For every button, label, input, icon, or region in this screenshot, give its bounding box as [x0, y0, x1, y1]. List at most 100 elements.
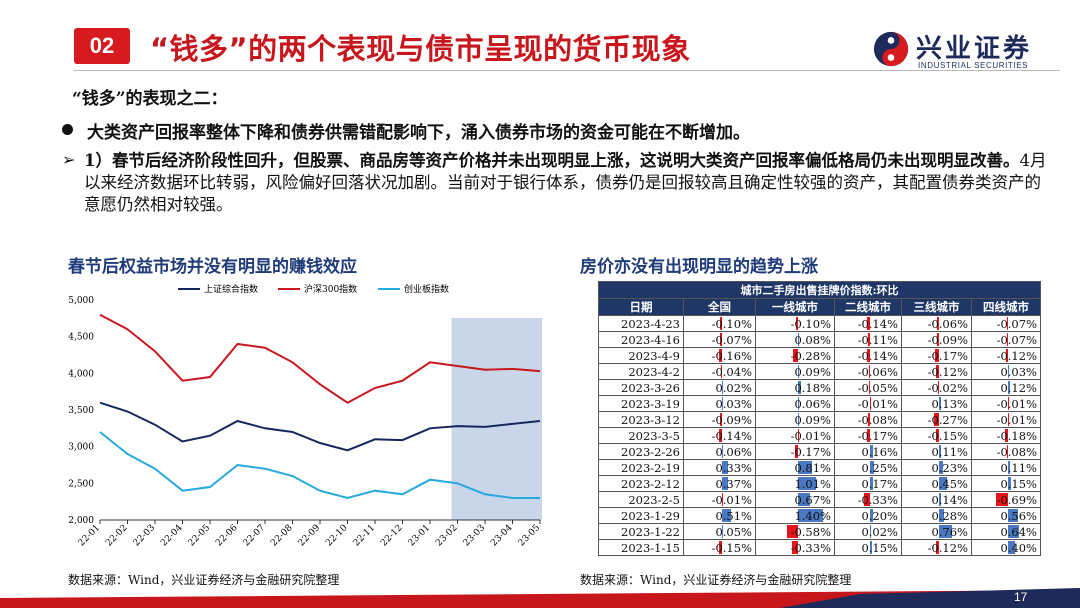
column-header: 三线城市	[901, 298, 972, 316]
data-bar	[869, 509, 874, 522]
date-cell: 2023-2-26	[598, 443, 684, 460]
data-bar	[1004, 429, 1008, 442]
value-cell: -0.09%	[683, 411, 756, 428]
table-row: 2023-1-29 0.51% 1.40% 0.20% 0.28% 0.56%	[598, 507, 1041, 524]
y-tick-label: 5,000	[68, 296, 94, 306]
data-bar	[787, 525, 798, 538]
data-bar	[938, 493, 942, 506]
value-text: -0.12%	[996, 348, 1037, 363]
value-cell: -0.11%	[834, 331, 902, 348]
table-row: 2023-3-12 -0.09% 0.09% -0.08% -0.27% -0.01%	[598, 411, 1041, 428]
value-text: -0.09%	[711, 412, 752, 427]
date-cell: 2023-2-5	[598, 491, 684, 508]
value-text: 0.14%	[931, 492, 968, 507]
date-cell: 2023-1-22	[598, 523, 684, 540]
right-chart-title: 房价亦没有出现明显的趋势上涨	[580, 257, 818, 277]
column-header: 全国	[683, 298, 756, 316]
data-bar	[869, 461, 875, 474]
data-bar	[863, 493, 870, 506]
value-cell: -0.07%	[971, 331, 1041, 348]
logo-mark-icon	[873, 31, 909, 67]
value-cell: -0.01%	[755, 427, 835, 444]
value-text: -0.15%	[711, 540, 752, 555]
value-cell: 0.56%	[971, 507, 1041, 524]
date-cell: 2023-3-19	[598, 395, 684, 412]
value-text: -0.11%	[857, 332, 898, 347]
data-bar	[1007, 541, 1016, 554]
page-title: “钱多”的两个表现与债市呈现的货币现象	[150, 32, 691, 66]
y-tick-label: 2,500	[68, 479, 94, 489]
data-bar	[1006, 317, 1008, 330]
data-bar	[721, 445, 723, 458]
value-text: -0.07%	[996, 316, 1037, 331]
value-cell: -0.01%	[683, 491, 756, 508]
table-row: 2023-2-5 -0.01% 0.67% -0.33% 0.14% -0.69%	[598, 491, 1041, 508]
value-text: 0.67%	[794, 492, 831, 507]
value-cell: -0.01%	[971, 395, 1041, 412]
value-text: -0.07%	[711, 332, 752, 347]
section-subtitle: “钱多”的表现之二：	[72, 89, 228, 109]
data-bar	[933, 413, 939, 426]
data-bar	[1007, 525, 1020, 538]
table-row: 2023-1-22 0.05% -0.58% 0.02% 0.76% 0.64%	[598, 523, 1041, 540]
date-cell: 2023-3-5	[598, 427, 684, 444]
data-bar	[869, 477, 873, 490]
column-header: 四线城市	[971, 298, 1041, 316]
value-text: -0.02%	[927, 380, 968, 395]
value-cell: 0.13%	[901, 395, 972, 412]
table-header-row: 日期 全国 一线城市 二线城市 三线城市 四线城市	[598, 298, 1041, 316]
table-row: 2023-2-19 0.33% 0.81% 0.25% 0.23% 0.11%	[598, 459, 1041, 476]
y-tick-label: 4,500	[68, 333, 94, 343]
value-cell: 0.33%	[683, 459, 756, 476]
value-text: 0.05%	[715, 524, 752, 539]
value-cell: 0.03%	[683, 395, 756, 412]
paragraph-normal-text: 4月以来经济数据环比转弱，风险偏好回落状况加剧。当前对于银行体系，债券仍是回报较…	[84, 151, 1047, 214]
value-text: -0.17%	[927, 348, 968, 363]
company-logo: 兴业证券 INDUSTRIAL SECURITIES	[872, 28, 1062, 72]
date-cell: 2023-1-29	[598, 507, 684, 524]
value-cell: -0.15%	[901, 427, 972, 444]
value-cell: -0.33%	[755, 539, 835, 556]
value-cell: 0.81%	[755, 459, 835, 476]
value-cell: 0.40%	[971, 539, 1041, 556]
x-tick-label: 23-01	[407, 523, 432, 548]
value-cell: 0.11%	[971, 459, 1041, 476]
value-text: 0.64%	[1000, 524, 1037, 539]
value-text: -0.10%	[711, 316, 752, 331]
value-text: -0.01%	[857, 396, 898, 411]
data-bar	[938, 397, 941, 410]
value-cell: -0.17%	[755, 443, 835, 460]
value-text: 0.76%	[931, 524, 968, 539]
value-cell: 0.12%	[971, 379, 1041, 396]
value-cell: 0.08%	[755, 331, 835, 348]
value-cell: 0.09%	[755, 411, 835, 428]
data-bar	[995, 493, 1008, 506]
value-text: 0.45%	[931, 476, 968, 491]
data-bar	[869, 541, 873, 554]
value-cell: -0.12%	[901, 363, 972, 380]
value-text: 0.51%	[715, 508, 752, 523]
data-bar	[936, 333, 939, 346]
value-text: 0.06%	[715, 444, 752, 459]
value-cell: -0.06%	[901, 315, 972, 332]
data-bar	[794, 445, 798, 458]
value-cell: -0.14%	[834, 347, 902, 364]
data-bar	[1007, 381, 1011, 394]
value-text: -0.14%	[857, 348, 898, 363]
series-line-0	[99, 401, 541, 452]
value-text: 0.40%	[1000, 540, 1037, 555]
bullet-dot-icon	[62, 124, 73, 135]
x-tick-label: 23-04	[489, 523, 515, 549]
value-text: -0.04%	[711, 364, 752, 379]
data-bar	[797, 333, 800, 346]
value-text: -0.14%	[857, 316, 898, 331]
value-cell: -0.14%	[834, 315, 902, 332]
data-bar	[935, 349, 939, 362]
value-text: -0.07%	[996, 332, 1037, 347]
page-number: 17	[1014, 590, 1028, 604]
analysis-paragraph: ➢ 1）春节后经济阶段性回升，但股票、商品房等资产价格并未出现明显上涨，这说明大…	[62, 150, 1052, 216]
date-cell: 2023-4-9	[598, 347, 684, 364]
left-chart-title: 春节后权益市场并没有明显的赚钱效应	[68, 257, 357, 277]
data-bar	[797, 365, 800, 378]
table-row: 2023-3-19 0.03% 0.06% -0.01% 0.13% -0.01%	[598, 395, 1041, 412]
